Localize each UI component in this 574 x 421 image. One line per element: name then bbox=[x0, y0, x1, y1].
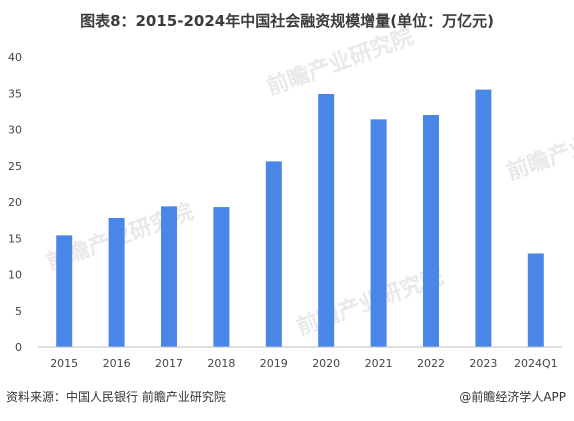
bar-2017 bbox=[161, 206, 177, 347]
bar-2020 bbox=[318, 93, 335, 347]
x-tick-label: 2016 bbox=[103, 357, 131, 370]
x-tick-label: 2024Q1 bbox=[514, 357, 558, 370]
x-tick-label: 2023 bbox=[469, 357, 497, 370]
watermark-text: 前瞻产业研究院 bbox=[263, 24, 417, 101]
y-tick-label: 10 bbox=[8, 269, 22, 282]
bar-2021 bbox=[370, 119, 387, 347]
x-tick-label: 2020 bbox=[312, 357, 340, 370]
x-tick-label: 2017 bbox=[155, 357, 183, 370]
y-tick-label: 5 bbox=[15, 305, 22, 318]
x-tick-label: 2015 bbox=[50, 357, 78, 370]
x-tick-label: 2018 bbox=[207, 357, 235, 370]
bar-2022 bbox=[423, 115, 439, 347]
y-tick-label: 20 bbox=[8, 196, 22, 209]
y-tick-label: 0 bbox=[15, 341, 22, 354]
brand-label: @前瞻经济学人APP bbox=[459, 390, 566, 404]
y-tick-label: 40 bbox=[8, 51, 22, 64]
source-note: 资料来源：中国人民银行 前瞻产业研究院 bbox=[6, 390, 226, 404]
y-tick-label: 15 bbox=[8, 232, 22, 245]
x-tick-label: 2022 bbox=[417, 357, 445, 370]
y-tick-label: 30 bbox=[8, 124, 22, 137]
bar-2015 bbox=[56, 235, 73, 347]
bar-2023 bbox=[475, 89, 492, 347]
footer: 资料来源：中国人民银行 前瞻产业研究院 @前瞻经济学人APP bbox=[0, 388, 574, 408]
y-tick-label: 25 bbox=[8, 160, 22, 173]
watermark-text: 前瞻产业研究院 bbox=[503, 109, 574, 186]
y-tick-label: 35 bbox=[8, 87, 22, 100]
bar-2018 bbox=[213, 207, 230, 347]
bar-2019 bbox=[265, 161, 282, 347]
x-axis: 2015 2016 2017 2018 2019 2020 2021 2022 2023 2024… bbox=[38, 346, 562, 370]
chart-title: 图表8：2015-2024年中国社会融资规模增量(单位：万亿元) bbox=[80, 12, 494, 30]
bar-2016 bbox=[108, 217, 125, 347]
bars bbox=[56, 89, 544, 347]
y-axis: 0 5 10 15 20 25 30 35 40 bbox=[8, 51, 22, 354]
x-tick-label: 2021 bbox=[365, 357, 393, 370]
x-tick-label: 2019 bbox=[260, 357, 288, 370]
bar-2024Q1 bbox=[527, 253, 544, 347]
